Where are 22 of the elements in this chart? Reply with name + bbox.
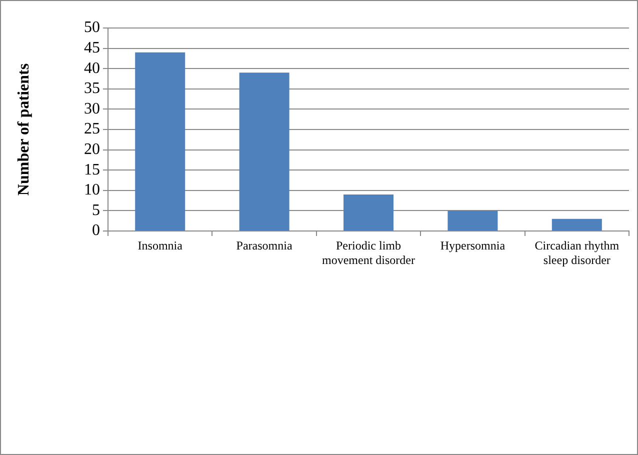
y-tick-label: 15 (84, 161, 100, 178)
bar (239, 72, 290, 230)
bar (552, 218, 602, 230)
bar (135, 52, 186, 230)
y-tick-label: 30 (84, 100, 100, 118)
y-tick-label: 45 (84, 40, 100, 57)
bar (343, 194, 394, 230)
x-tick-label: Insomnia (138, 238, 184, 252)
y-tick-label: 40 (84, 60, 100, 77)
y-tick-label: 0 (92, 222, 100, 240)
x-tick-label: Parasomnia (236, 238, 293, 252)
x-tick-label: Circadian rhythm sleep disorder (534, 238, 620, 267)
y-tick-label: 50 (84, 19, 100, 36)
y-tick-label: 25 (84, 120, 100, 138)
y-tick-label: 35 (84, 80, 100, 98)
bar (448, 210, 498, 230)
y-tick-label: 10 (84, 182, 100, 199)
x-tick-label: Hypersomnia (440, 238, 506, 252)
y-tick-label: 20 (84, 141, 100, 158)
y-tick-label: 5 (92, 202, 100, 219)
x-tick-label: Periodic limb movement disorder (322, 238, 415, 267)
y-axis-title: Number of patients (16, 63, 33, 196)
